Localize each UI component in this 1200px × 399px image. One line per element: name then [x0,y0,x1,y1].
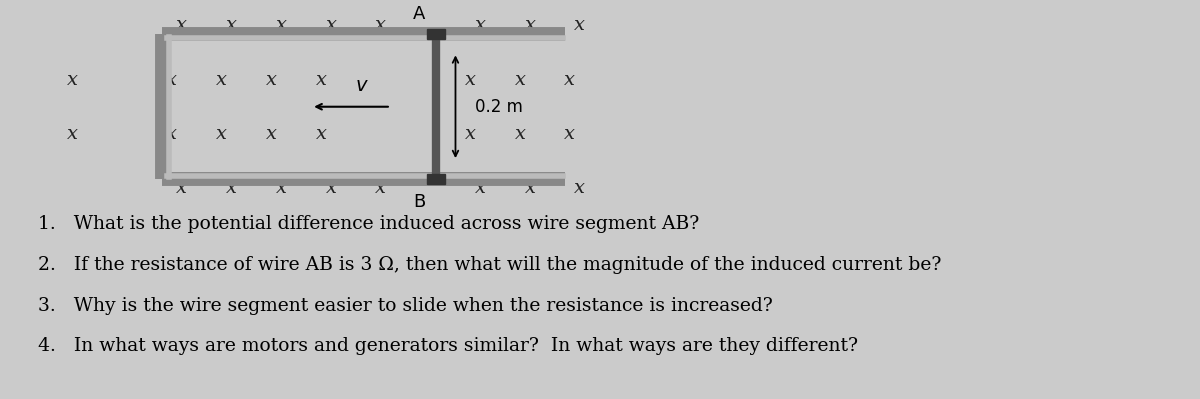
Text: x: x [266,125,277,143]
Text: x: x [67,125,78,143]
Text: x: x [276,16,287,34]
Text: x: x [475,179,486,197]
Text: x: x [276,179,287,197]
Text: x: x [376,179,386,197]
Text: x: x [564,71,576,89]
Text: x: x [515,71,526,89]
Text: 2.   If the resistance of wire AB is 3 Ω, then what will the magnitude of the in: 2. If the resistance of wire AB is 3 Ω, … [37,256,941,274]
Text: x: x [524,16,535,34]
Text: 4.   In what ways are motors and generators similar?  In what ways are they diff: 4. In what ways are motors and generator… [37,338,858,356]
Text: x: x [316,125,326,143]
Text: x: x [376,16,386,34]
Text: 1.   What is the potential difference induced across wire segment AB?: 1. What is the potential difference indu… [37,215,698,233]
Text: x: x [524,179,535,197]
Text: x: x [515,125,526,143]
Text: x: x [325,179,337,197]
Text: x: x [167,125,178,143]
Text: v: v [355,77,367,95]
Text: x: x [216,125,227,143]
Text: x: x [575,16,586,34]
Text: x: x [464,71,476,89]
Text: x: x [176,16,187,34]
Text: x: x [464,125,476,143]
Text: 0.2 m: 0.2 m [475,98,523,116]
Text: x: x [575,179,586,197]
Bar [427,30,444,40]
Text: x: x [564,125,576,143]
Text: B: B [413,193,426,211]
Text: 3.   Why is the wire segment easier to slide when the resistance is increased?: 3. Why is the wire segment easier to sli… [37,297,773,315]
Text: x: x [316,71,326,89]
Text: x: x [266,71,277,89]
Text: x: x [475,16,486,34]
Text: x: x [167,71,178,89]
Text: x: x [325,16,337,34]
Text: x: x [176,179,187,197]
Bar [427,174,444,184]
Text: A: A [413,5,426,23]
Text: x: x [226,179,238,197]
Text: x: x [226,16,238,34]
Text: x: x [67,71,78,89]
Text: x: x [216,71,227,89]
